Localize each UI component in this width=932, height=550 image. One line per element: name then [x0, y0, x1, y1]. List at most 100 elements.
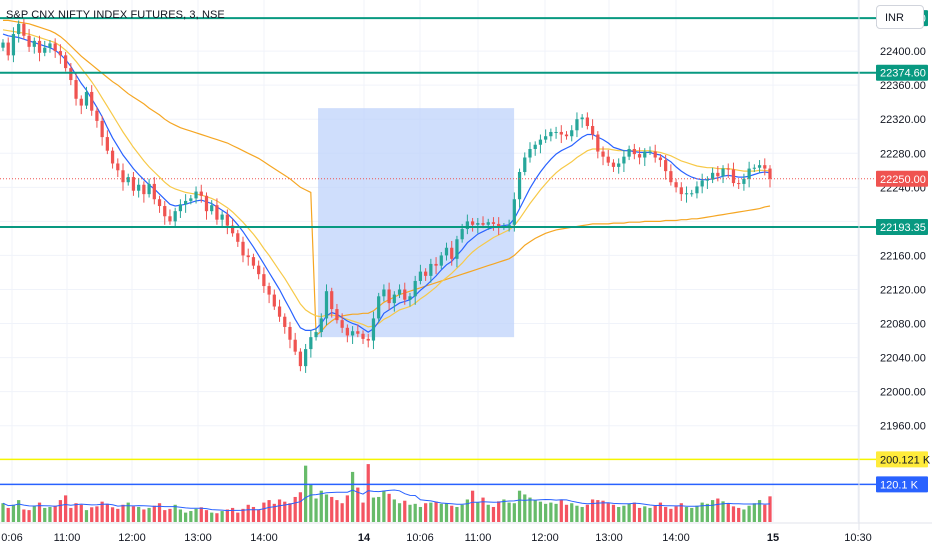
- candle-body: [507, 224, 511, 227]
- ema-slow-line: [2, 29, 771, 328]
- volume-high-label-bg: [876, 451, 928, 468]
- candle-body: [32, 40, 36, 47]
- volume-bar: [319, 490, 323, 522]
- volume-bar: [69, 507, 73, 522]
- candle-body: [726, 168, 730, 170]
- candle-body: [345, 327, 349, 336]
- volume-bar: [361, 502, 365, 522]
- volume-bar: [210, 512, 214, 522]
- candle-body: [596, 134, 600, 152]
- volume-bar: [262, 502, 266, 522]
- candle-body: [377, 296, 381, 319]
- candle-body: [523, 157, 527, 172]
- candle-body: [69, 68, 73, 81]
- volume-bar: [455, 506, 459, 522]
- volume-avg-label-bg: [876, 476, 928, 493]
- volume-bar: [653, 505, 657, 522]
- volume-bar: [215, 513, 219, 522]
- currency-button[interactable]: INR: [876, 5, 924, 29]
- volume-bar: [22, 509, 26, 522]
- candle-body: [465, 221, 469, 230]
- volume-bar: [116, 508, 120, 522]
- volume-bar: [611, 504, 616, 522]
- candle-body: [168, 216, 172, 222]
- candle-body: [210, 205, 214, 212]
- candle-body: [643, 151, 647, 158]
- candle-body: [768, 168, 772, 179]
- vwap-path: [3, 19, 771, 337]
- volume-bar: [486, 504, 490, 522]
- candle-body: [157, 199, 162, 207]
- candle-body: [262, 274, 266, 287]
- candle-body: [382, 289, 386, 297]
- volume-bar: [189, 511, 193, 522]
- candle-body: [559, 131, 563, 135]
- volume-bar: [397, 503, 402, 522]
- volume-bar: [637, 507, 642, 522]
- volume-bar: [669, 508, 673, 522]
- candle-body: [37, 40, 42, 53]
- candle-body: [283, 316, 287, 327]
- volume-bar: [95, 506, 99, 522]
- volume-bar: [330, 496, 334, 522]
- volume-bar: [564, 504, 569, 522]
- volume-bar: [679, 503, 683, 522]
- volume-bar: [131, 506, 136, 522]
- ema-slow-path: [2, 29, 771, 328]
- volume-bar: [387, 493, 391, 522]
- volume-bar: [664, 506, 668, 522]
- volume-bar: [470, 490, 475, 522]
- candle-body: [528, 149, 532, 158]
- volume-bar: [742, 509, 746, 522]
- volume-bar: [632, 502, 636, 522]
- candle-body: [585, 117, 589, 127]
- candle-body: [533, 144, 537, 149]
- volume-bar: [544, 503, 548, 522]
- volume-bar: [444, 503, 449, 522]
- level-price-label: 22193.35: [880, 222, 926, 234]
- y-tick-label: 22160.00: [880, 250, 926, 262]
- y-tick-label: 22040.00: [880, 353, 926, 365]
- volume-bar: [507, 502, 511, 522]
- volume-bar: [168, 508, 172, 522]
- volume-bar: [163, 510, 167, 522]
- candle-body: [330, 291, 334, 310]
- candle-body: [298, 351, 303, 367]
- volume-bar: [230, 507, 235, 522]
- volume-bar: [533, 500, 537, 522]
- candle-body: [549, 131, 553, 137]
- candle-body: [632, 149, 636, 155]
- x-tick-label: 13:00: [184, 532, 212, 544]
- volume-avg-label: 120.1 K: [880, 479, 919, 491]
- volume-bar: [84, 510, 89, 522]
- candle-body: [439, 255, 443, 266]
- candle-body: [705, 179, 710, 181]
- volume-bar: [74, 503, 78, 522]
- volume-bar: [178, 509, 183, 522]
- volume-bar: [382, 490, 386, 522]
- volume-bar: [126, 502, 130, 522]
- candle-body: [293, 339, 297, 352]
- volume-bar: [690, 507, 694, 522]
- volume-bar: [340, 503, 344, 522]
- volume-bar: [17, 500, 21, 522]
- volume-bar: [684, 506, 689, 522]
- volume-bar: [246, 504, 250, 522]
- volume-bar: [716, 498, 720, 522]
- candle-body: [486, 222, 490, 225]
- candle-body: [737, 183, 741, 185]
- volume-bar: [309, 484, 313, 522]
- y-tick-label: 21960.00: [880, 421, 926, 433]
- volume-bar: [418, 506, 423, 522]
- candle-body: [601, 151, 605, 157]
- x-tick-label: 12:00: [531, 532, 559, 544]
- candle-body: [716, 172, 720, 177]
- y-tick-label: 22400.00: [880, 46, 926, 58]
- volume-bar: [408, 504, 412, 522]
- candle-body: [512, 199, 516, 225]
- volume-bar: [356, 487, 360, 522]
- candle-body: [517, 171, 522, 200]
- candle-body: [387, 289, 391, 304]
- candle-body: [79, 98, 83, 106]
